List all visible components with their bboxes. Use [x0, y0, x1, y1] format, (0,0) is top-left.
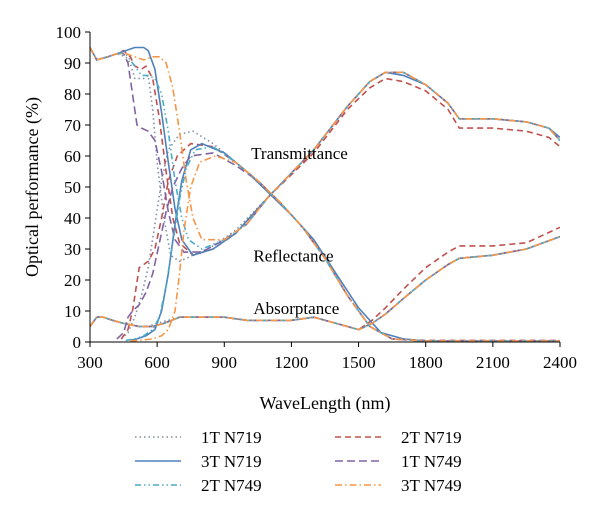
series-4-transmittance-line — [125, 145, 560, 342]
legend-label: 1T N749 — [401, 452, 462, 471]
x-tick-label: 1200 — [274, 353, 308, 372]
x-tick-label: 600 — [144, 353, 170, 372]
annotation-absorptance: Absorptance — [253, 299, 339, 318]
x-tick-label: 1500 — [342, 353, 376, 372]
legend-item: 2T N749 — [135, 476, 262, 495]
y-tick-label: 70 — [64, 116, 81, 135]
legend-label: 3T N719 — [201, 452, 262, 471]
x-tick-label: 2100 — [476, 353, 510, 372]
series-1-transmittance-line — [120, 142, 560, 342]
legend-item: 3T N749 — [335, 476, 462, 495]
y-tick-label: 80 — [64, 85, 81, 104]
series-4-absorptance-line — [90, 235, 560, 331]
annotations-layer: Transmittance Reflectance Absorptance — [251, 144, 348, 318]
y-axis-title: Optical performance (%) — [22, 97, 43, 277]
y-tick-label: 60 — [64, 147, 81, 166]
y-tick-label: 20 — [64, 271, 81, 290]
curves-layer — [90, 46, 560, 342]
y-tick-label: 90 — [64, 54, 81, 73]
annotation-transmittance: Transmittance — [251, 144, 348, 163]
x-tick-label: 300 — [77, 353, 103, 372]
legend-item: 3T N719 — [135, 452, 262, 471]
y-tick-label: 40 — [64, 209, 81, 228]
series-5-transmittance-line — [130, 155, 560, 342]
y-tick-label: 10 — [64, 302, 81, 321]
x-tick-label: 2400 — [543, 353, 577, 372]
y-tick-label: 100 — [56, 23, 82, 42]
legend-item: 1T N719 — [135, 428, 262, 447]
axes-layer: 0 10 20 30 40 50 60 70 80 90 100 300 600 900 1200 1500 1… — [22, 23, 577, 414]
x-axis-title: WaveLength (nm) — [259, 393, 390, 414]
x-tick-label: 1800 — [409, 353, 443, 372]
series-4-reflectance-line — [90, 47, 560, 250]
y-tick-label: 0 — [73, 333, 82, 352]
legend-label: 3T N749 — [401, 476, 462, 495]
legend-item: 1T N749 — [335, 452, 462, 471]
legend-item: 2T N719 — [335, 428, 462, 447]
legend-label: 2T N749 — [201, 476, 262, 495]
y-tick-label: 50 — [64, 178, 81, 197]
series-5-reflectance-line — [90, 47, 560, 241]
annotation-reflectance: Reflectance — [253, 246, 333, 265]
x-tick-label: 900 — [212, 353, 238, 372]
legend: 1T N719 2T N719 3T N719 1T N749 2T N749 3T N7… — [135, 428, 462, 495]
legend-label: 1T N719 — [201, 428, 262, 447]
y-tick-label: 30 — [64, 240, 81, 259]
legend-label: 2T N719 — [401, 428, 462, 447]
series-2-transmittance-line — [130, 142, 560, 342]
